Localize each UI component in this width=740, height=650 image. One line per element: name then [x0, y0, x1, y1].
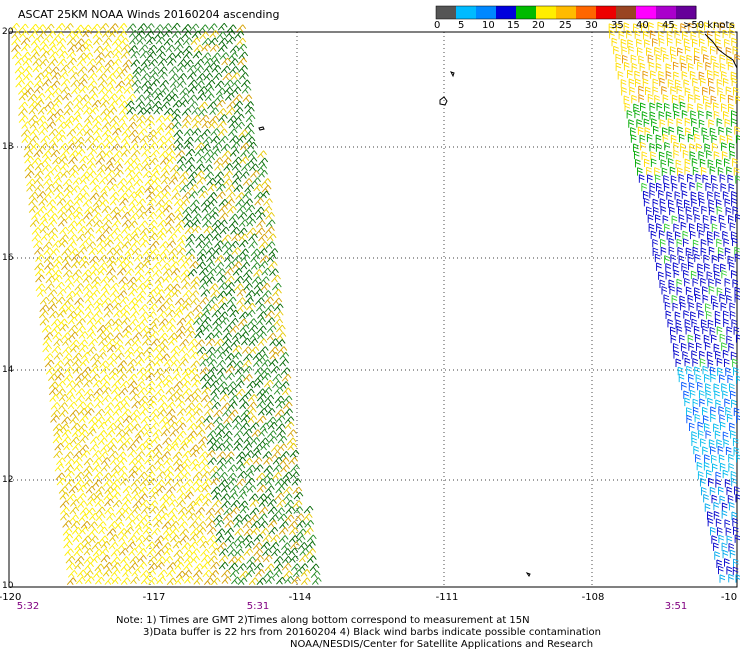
- map-title: ASCAT 25KM NOAA Winds 20160204 ascending: [18, 8, 280, 21]
- island-san-benedicto: [450, 71, 455, 78]
- swath-left: [10, 22, 322, 586]
- lon-label: -111: [435, 592, 459, 603]
- time-label: 3:51: [664, 601, 688, 612]
- lat-label: 16: [2, 253, 14, 263]
- colorbar-swatch: [476, 6, 497, 19]
- lat-label: 14: [2, 365, 14, 375]
- colorbar-swatch: [616, 6, 637, 19]
- lat-label: 20: [2, 27, 14, 37]
- colorbar-tick: 30: [585, 20, 598, 31]
- colorbar-swatch: [496, 6, 517, 19]
- note-line-2: 3)Data buffer is 22 hrs from 20160204 4)…: [143, 627, 601, 638]
- coastline-mexico: [704, 33, 738, 69]
- colorbar-swatch: [456, 6, 477, 19]
- colorbar-swatch: [676, 6, 697, 19]
- colorbar-swatch: [536, 6, 557, 19]
- islands: [258, 33, 738, 577]
- lon-label: -117: [142, 592, 166, 603]
- colorbar-tick: 25: [559, 20, 572, 31]
- note-line-1: Note: 1) Times are GMT 2)Times along bot…: [116, 615, 530, 626]
- colorbar-swatch: [656, 6, 677, 19]
- colorbar-swatch: [576, 6, 597, 19]
- map-frame: [8, 31, 738, 588]
- colorbar-tick: 40: [636, 20, 649, 31]
- colorbar-tick: 10: [482, 20, 495, 31]
- colorbar-tick: 35: [611, 20, 624, 31]
- lon-label: -120: [0, 592, 22, 603]
- wind-speed-colorbar: [435, 5, 697, 20]
- island-clarion: [258, 126, 265, 131]
- time-label: 5:32: [16, 601, 40, 612]
- lat-label: 18: [2, 142, 14, 152]
- colorbar-swatch: [596, 6, 617, 19]
- lat-label: 10: [2, 581, 14, 591]
- colorbar-swatch: [436, 6, 457, 19]
- colorbar-swatch: [516, 6, 537, 19]
- lon-label: -108: [581, 592, 605, 603]
- time-label: 5:31: [246, 601, 270, 612]
- lon-label: -114: [288, 592, 312, 603]
- island-clipperton: [525, 572, 531, 577]
- note-line-3: NOAA/NESDIS/Center for Satellite Applica…: [290, 639, 594, 650]
- graticule: [9, 32, 737, 587]
- colorbar-swatch: [636, 6, 657, 19]
- colorbar-tick: 0: [434, 20, 441, 31]
- colorbar-tick: >50 knots: [683, 20, 735, 31]
- swath-right: [608, 21, 740, 583]
- colorbar-tick: 5: [458, 20, 465, 31]
- lat-label: 12: [2, 475, 14, 485]
- colorbar-tick: 20: [532, 20, 545, 31]
- colorbar-swatch: [556, 6, 577, 19]
- colorbar-tick: 45: [662, 20, 675, 31]
- lon-label: -10: [720, 592, 738, 603]
- colorbar-tick: 15: [507, 20, 520, 31]
- island-socorro: [439, 96, 448, 106]
